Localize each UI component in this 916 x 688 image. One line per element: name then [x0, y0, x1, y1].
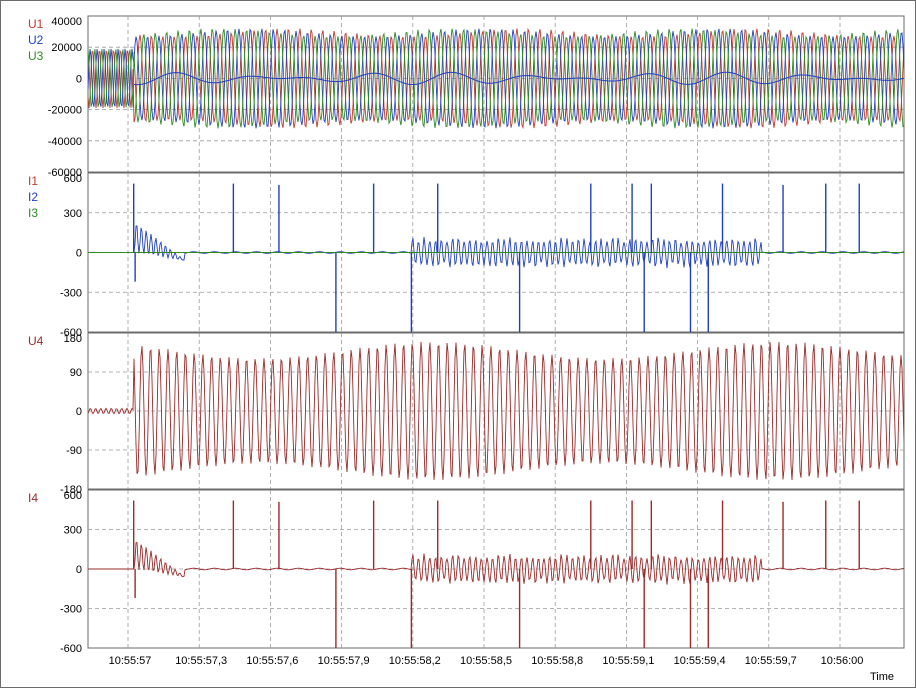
trace-u2-residual — [133, 71, 904, 86]
y-tick-label-voltage-phases: -40000 — [48, 136, 82, 148]
x-tick-label: 10:55:58,5 — [460, 655, 512, 667]
trace-u3 — [88, 28, 904, 129]
traces-current-i4 — [88, 500, 904, 648]
channel-label-i4: I4 — [28, 491, 38, 505]
y-tick-label-current-i4: 0 — [76, 564, 82, 576]
y-tick-label-current-phases: 300 — [64, 208, 82, 220]
x-tick-label: 10:55:59,1 — [602, 655, 654, 667]
y-tick-label-current-phases: -600 — [60, 327, 82, 339]
x-tick-label: 10:55:57 — [109, 655, 152, 667]
y-tick-label-voltage-phases: 20000 — [51, 42, 82, 54]
traces-voltage-u4 — [88, 341, 904, 481]
y-tick-label-current-phases: 600 — [64, 173, 82, 185]
x-tick-label: 10:55:59,4 — [674, 655, 726, 667]
traces-current-phases — [88, 183, 904, 332]
y-tick-label-voltage-phases: -60000 — [48, 167, 82, 179]
y-tick-label-voltage-u4: 180 — [64, 333, 82, 345]
y-tick-label-current-phases: -300 — [60, 287, 82, 299]
y-tick-label-voltage-phases: -20000 — [48, 105, 82, 117]
y-tick-label-current-phases: 0 — [76, 248, 82, 260]
y-tick-label-voltage-phases: 0 — [76, 73, 82, 85]
channel-label-i1: I1 — [28, 174, 38, 188]
x-tick-label: 10:55:58,8 — [531, 655, 583, 667]
y-tick-label-current-i4: -300 — [60, 604, 82, 616]
channel-label-u4: U4 — [28, 334, 44, 348]
channel-label-u3: U3 — [28, 49, 44, 63]
x-tick-label: 10:55:58,2 — [389, 655, 441, 667]
channel-label-i3: I3 — [28, 206, 38, 220]
y-tick-label-voltage-u4: 0 — [76, 406, 82, 418]
x-tick-label: 10:55:57,9 — [318, 655, 370, 667]
y-tick-label-current-i4: -600 — [60, 643, 82, 655]
panel-border-voltage-phases — [87, 15, 905, 173]
y-tick-label-voltage-u4: 90 — [70, 367, 82, 379]
x-tick-label: 10:55:57,6 — [246, 655, 298, 667]
x-axis-label: Time — [870, 671, 894, 683]
trace-u4 — [88, 341, 904, 481]
y-tick-label-voltage-phases: 40000 — [51, 16, 82, 28]
x-tick-label: 10:55:59,7 — [745, 655, 797, 667]
traces-voltage-phases — [88, 27, 904, 130]
x-tick-label: 10:56:00 — [821, 655, 864, 667]
y-tick-label-voltage-u4: -180 — [60, 484, 82, 496]
y-tick-label-current-i4: 300 — [64, 525, 82, 537]
channel-label-u1: U1 — [28, 17, 44, 31]
y-tick-label-current-i4: 600 — [64, 490, 82, 502]
trace-i4 — [88, 541, 904, 585]
y-tick-label-voltage-u4: -90 — [66, 445, 82, 457]
channel-label-u2: U2 — [28, 33, 44, 47]
x-tick-label: 10:55:57,3 — [175, 655, 227, 667]
trace-i2 — [88, 225, 904, 269]
channel-label-i2: I2 — [28, 190, 38, 204]
